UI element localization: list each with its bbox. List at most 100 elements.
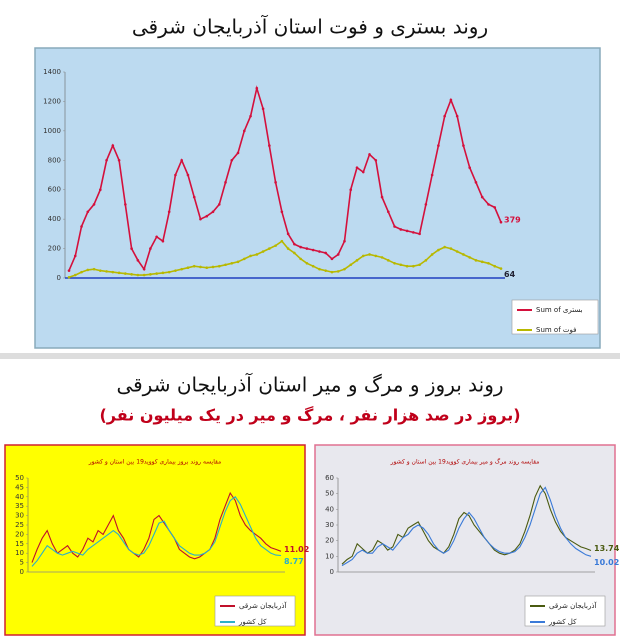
point [180, 158, 183, 162]
point [92, 203, 96, 206]
point [437, 144, 440, 147]
y-tick-label: 0 [57, 274, 61, 282]
point [424, 259, 428, 262]
end-label: 11.02 [284, 545, 309, 554]
chart-title: مقایسه روند مرگ و میر بیماری کووید19 بین… [390, 457, 540, 466]
point [355, 259, 359, 262]
point [286, 247, 290, 250]
point [249, 254, 252, 258]
point [230, 158, 234, 162]
point [311, 248, 315, 252]
point [73, 254, 77, 258]
y-tick-label: 1200 [43, 97, 61, 105]
end-label: 379 [504, 216, 521, 225]
point [374, 158, 378, 162]
point [412, 264, 415, 268]
end-label: 64 [504, 270, 516, 279]
point [199, 217, 202, 221]
point [499, 220, 503, 224]
series-line [31, 496, 282, 567]
point [124, 272, 127, 275]
y-tick-label: 20 [325, 537, 334, 545]
point [474, 181, 478, 184]
y-tick-label: 1000 [43, 127, 61, 135]
point [299, 245, 302, 249]
point [430, 173, 434, 177]
point [393, 261, 396, 265]
series-line [68, 85, 502, 272]
point [305, 247, 309, 250]
point [136, 273, 140, 277]
point [293, 242, 296, 246]
point [261, 250, 265, 253]
point [130, 273, 133, 276]
point [368, 253, 371, 256]
point [318, 250, 321, 253]
point [211, 210, 215, 214]
point [318, 267, 321, 271]
point [117, 158, 121, 162]
point [249, 114, 252, 118]
point [217, 264, 221, 268]
y-tick-label: 0 [20, 568, 24, 576]
point [324, 269, 327, 272]
y-tick-label: 30 [325, 521, 334, 529]
legend-label: کل کشور [238, 618, 267, 626]
point [67, 275, 71, 279]
point [80, 270, 83, 274]
point [186, 173, 190, 177]
point [336, 253, 340, 256]
y-tick-label: 20 [15, 530, 24, 538]
y-tick-label: 40 [15, 493, 24, 501]
end-label: 8.77 [284, 557, 304, 566]
y-tick-label: 10 [15, 549, 24, 557]
point [180, 267, 183, 271]
point [224, 263, 227, 267]
point [418, 263, 421, 267]
point [443, 114, 446, 118]
point [349, 263, 353, 267]
point [142, 267, 146, 271]
legend-box [511, 299, 599, 335]
point [105, 270, 108, 273]
point [167, 210, 171, 214]
point [499, 267, 503, 270]
chart-frame [34, 47, 601, 349]
point [399, 228, 403, 231]
point [217, 203, 221, 206]
point [124, 203, 127, 206]
section-heading: روند بروز و مرگ و میر استان آذربایجان شر… [116, 372, 503, 397]
series-line [31, 491, 282, 563]
y-tick-label: 15 [15, 540, 24, 548]
point [236, 151, 240, 155]
point [67, 269, 71, 272]
point [380, 256, 384, 259]
legend-label: Sum of فوت [536, 326, 576, 334]
point [236, 260, 240, 264]
point [437, 248, 440, 252]
point [449, 98, 453, 102]
point [136, 259, 140, 262]
point [117, 271, 121, 275]
point [192, 195, 196, 199]
y-tick-label: 25 [15, 521, 24, 529]
point [274, 244, 277, 247]
y-tick-label: 5 [20, 559, 24, 567]
point [111, 270, 115, 274]
y-tick-label: 0 [330, 568, 334, 576]
point [161, 271, 165, 275]
chart-title: روند بستری و فوت استان آذربایجان شرقی [132, 14, 488, 39]
y-tick-label: 800 [48, 156, 61, 164]
point [268, 144, 271, 147]
y-tick-label: 200 [48, 245, 61, 253]
point [343, 267, 346, 271]
point [268, 247, 271, 250]
point [387, 259, 390, 262]
y-tick-label: 45 [15, 483, 24, 491]
point [86, 210, 90, 214]
point [111, 144, 115, 147]
point [355, 166, 359, 169]
point [142, 273, 146, 277]
point [130, 247, 133, 250]
